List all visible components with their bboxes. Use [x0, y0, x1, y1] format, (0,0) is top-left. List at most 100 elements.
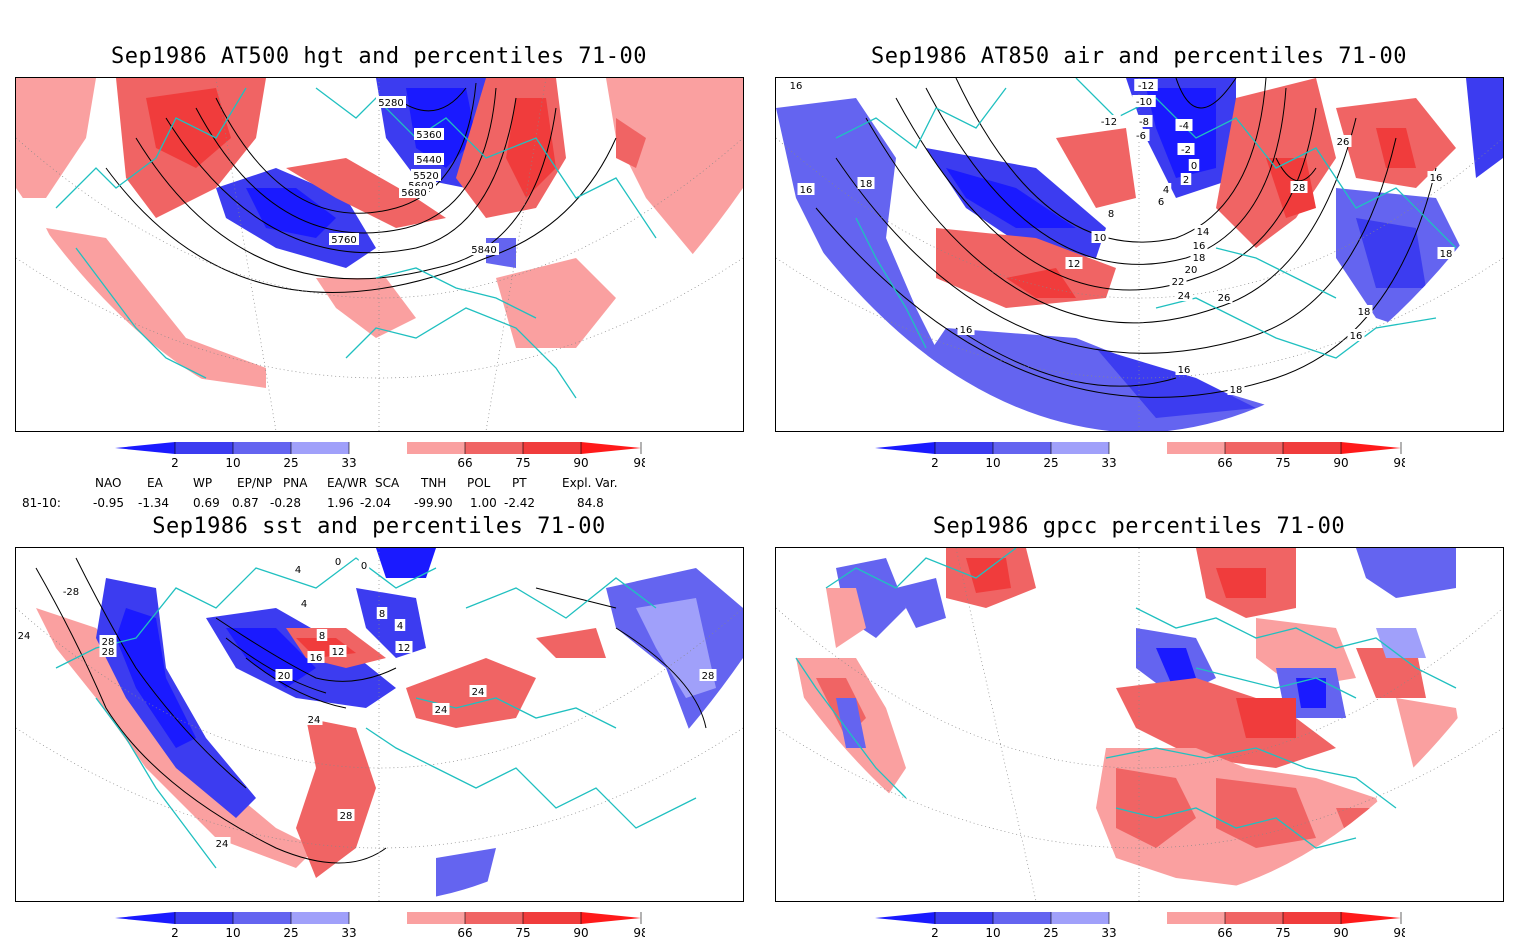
- colorbar-tick-label: 66: [1217, 926, 1232, 940]
- colorbar-svg: 2 10 25 33 66 75 90 98: [115, 442, 649, 470]
- contour-label: 16: [790, 81, 803, 92]
- contour-label-bg: [1427, 171, 1445, 183]
- contour-label-bg: [1177, 143, 1195, 155]
- colorbar-tick-label: 33: [341, 456, 356, 470]
- index-value: 84.8: [577, 496, 604, 510]
- contour-label: -28: [63, 587, 79, 598]
- index-value: -2.42: [504, 496, 536, 510]
- colorbar-segment: [1341, 912, 1401, 924]
- index-name: SCA: [375, 476, 400, 490]
- contour-label-bg: [1091, 231, 1109, 243]
- contour-label: 24: [18, 631, 31, 642]
- contour-label: 8: [1108, 209, 1114, 220]
- panel-title-sst: Sep1986 sst and percentiles 71-00: [152, 514, 606, 539]
- contour-label: 22: [1172, 277, 1185, 288]
- colorbar-segment: [993, 442, 1051, 454]
- colorbar-segment: [581, 912, 641, 924]
- colorbar-segment: [407, 442, 465, 454]
- colorbar-tick-label: 98: [633, 456, 645, 470]
- colorbar-tick-label: 75: [1275, 926, 1290, 940]
- contour-label-bg: [1182, 263, 1200, 275]
- contour-label-bg: [298, 597, 310, 609]
- colorbar-segment: [1109, 912, 1167, 924]
- colorbar-segment: [115, 912, 175, 924]
- contour-label: 16: [1350, 331, 1363, 342]
- colorbar-tick-label: 33: [1101, 926, 1116, 940]
- contour-label-bg: [1215, 291, 1233, 303]
- colorbar-tick-label: 25: [1043, 456, 1058, 470]
- colorbar-tick-label: 10: [985, 456, 1000, 470]
- colorbar-segment: [175, 912, 233, 924]
- colorbar-air850: 2 10 25 33 66 75 90 98: [875, 440, 1409, 474]
- colorbar-tick-label: 90: [1333, 456, 1348, 470]
- contour-label: 24: [216, 839, 229, 850]
- contour-label-bg: [787, 79, 805, 91]
- contour-label-bg: [1155, 195, 1167, 207]
- contour-label-bg: [1334, 135, 1352, 147]
- contour-label: 0: [361, 561, 367, 572]
- contour-label-bg: [99, 645, 117, 657]
- contour-label-bg: [432, 703, 450, 715]
- colorbar-tick-label: 98: [1393, 456, 1405, 470]
- contour-label: 4: [301, 599, 307, 610]
- panel-title-hgt500: Sep1986 AT500 hgt and percentiles 71-00: [110, 44, 648, 69]
- contour-label: 28: [1293, 183, 1306, 194]
- map-panel-gpcc: [775, 547, 1504, 902]
- contour-label-bg: [305, 713, 323, 725]
- colorbar-tick-label: 98: [1393, 926, 1405, 940]
- colorbar-segment: [465, 442, 523, 454]
- colorbar-segment: [875, 442, 935, 454]
- contour-label: 16: [1193, 241, 1206, 252]
- contour-label-bg: [797, 183, 815, 195]
- colorbar-segment: [175, 442, 233, 454]
- colorbar-tick-label: 98: [633, 926, 645, 940]
- colorbar-segment: [581, 442, 641, 454]
- contour-label: 16: [800, 185, 813, 196]
- map-panel-sst: 0 0 4 -28 24 28 28 4 8 12 16 20 24 8 4 12 24 24 28 28 24: [15, 547, 744, 902]
- contour-label-bg: [332, 555, 344, 567]
- contour-label-bg: [1175, 119, 1193, 131]
- contour-label-bg: [1175, 289, 1193, 301]
- colorbar-segment: [233, 442, 291, 454]
- contour-label-bg: [857, 177, 875, 189]
- colorbar-segment: [291, 912, 349, 924]
- contour-label: 16: [1430, 173, 1443, 184]
- colorbar-tick-label: 90: [573, 926, 588, 940]
- contour-label: 16: [310, 653, 323, 664]
- colorbar-sst: 2 10 25 33 66 75 90 98: [115, 910, 649, 944]
- contour-label-bg: [1175, 363, 1193, 375]
- colorbar-segment: [1109, 442, 1167, 454]
- panel-title-gpcc: Sep1986 gpcc percentiles 71-00: [932, 514, 1346, 539]
- contour-label: 18: [1230, 385, 1243, 396]
- colorbar-segment: [993, 912, 1051, 924]
- contour-label-bg: [1132, 129, 1150, 141]
- contour-label: 5440: [416, 155, 441, 166]
- colorbar-tick-label: 66: [457, 456, 472, 470]
- contour-label: 12: [332, 647, 345, 658]
- contour-label: 12: [1068, 259, 1081, 270]
- colorbar-segment: [1283, 442, 1341, 454]
- contour-label: 26: [1218, 293, 1231, 304]
- colorbar-tick-label: 33: [341, 926, 356, 940]
- contour-label: 8: [379, 609, 385, 620]
- index-value: -1.34: [138, 496, 170, 510]
- map-hgt500: 52805360544055205600568057605840: [16, 78, 743, 431]
- contour-label: 5760: [331, 235, 356, 246]
- contour-label: 28: [102, 647, 115, 658]
- colorbar-tick-label: 2: [931, 926, 939, 940]
- contour-label: 4: [397, 621, 403, 632]
- contour-label-bg: [1105, 207, 1117, 219]
- contour-label: 5280: [378, 98, 403, 109]
- contour-label: -4: [1179, 121, 1189, 132]
- colorbar-segment: [875, 912, 935, 924]
- contour-label: 28: [702, 671, 715, 682]
- contour-label-bg: [329, 645, 347, 657]
- contour-label: -6: [1136, 131, 1146, 142]
- panel-title-air850: Sep1986 AT850 air and percentiles 71-00: [870, 44, 1408, 69]
- contour-label-bg: [1065, 257, 1083, 269]
- contour-label-bg: [1180, 173, 1192, 185]
- colorbar-tick-label: 75: [515, 926, 530, 940]
- index-value: -0.95: [93, 496, 125, 510]
- index-value: -2.04: [360, 496, 392, 510]
- contour-label-bg: [1290, 181, 1308, 193]
